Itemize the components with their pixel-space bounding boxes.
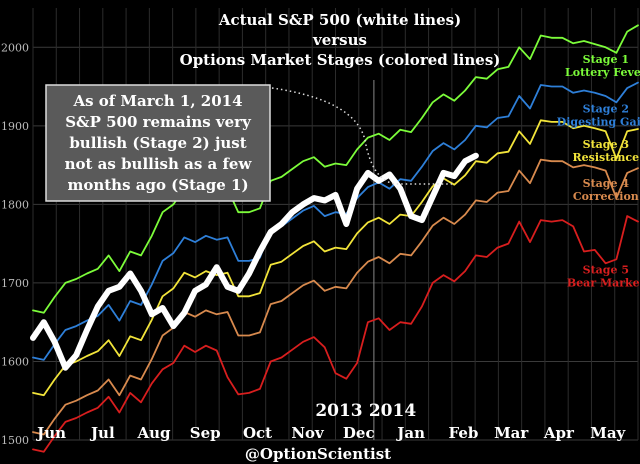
x-tick-label: Sep xyxy=(190,424,221,442)
y-tick-label: 1800 xyxy=(1,198,29,211)
series-label-name: Stage 4 xyxy=(583,177,630,190)
annotation-line-2: S&P 500 remains very xyxy=(65,113,252,131)
x-tick-label: Dec xyxy=(343,424,375,442)
annotation-box: As of March 1, 2014 S&P 500 remains very… xyxy=(45,84,271,202)
x-tick-label: Mar xyxy=(494,424,529,442)
annotation-line-3: bullish (Stage 2) just xyxy=(69,134,246,152)
x-tick-label: Oct xyxy=(243,424,272,442)
y-tick-label: 1700 xyxy=(1,277,29,290)
series-label-sublabel: Digesting Gains xyxy=(557,115,640,128)
series-line-sp500 xyxy=(30,152,479,371)
chart-title-line-3: Options Market Stages (colored lines) xyxy=(180,51,501,69)
series-label-name: Stage 2 xyxy=(583,102,629,115)
year-labels: 2013 2014 xyxy=(315,401,416,421)
watermark: @OptionScientist xyxy=(245,445,391,463)
series-label-name: Stage 1 xyxy=(583,53,629,66)
series-line-stage-1 xyxy=(32,24,639,314)
x-tick-label: Jul xyxy=(89,424,115,442)
y-tick-label: 1500 xyxy=(1,434,29,447)
annotation-pointer xyxy=(271,87,452,185)
x-tick-label: Feb xyxy=(449,424,479,442)
series-label-sublabel: Lottery Fever xyxy=(565,66,640,79)
chart-title-line-1: Actual S&P 500 (white lines) xyxy=(218,11,461,29)
x-tick-label: Apr xyxy=(543,424,575,442)
year-label: 2013 xyxy=(315,401,362,421)
annotation-background xyxy=(45,84,271,202)
y-tick-label: 2000 xyxy=(1,41,29,54)
series-lines xyxy=(30,24,639,453)
series-label-sublabel: Correction xyxy=(573,190,639,203)
x-tick-label: May xyxy=(590,424,626,442)
annotation-line-5: months ago (Stage 1) xyxy=(67,176,248,194)
annotation-line-1: As of March 1, 2014 xyxy=(72,92,242,110)
y-tick-label: 1600 xyxy=(1,355,29,368)
y-tick-label: 1900 xyxy=(1,120,29,133)
chart-title-line-2: versus xyxy=(312,31,367,49)
x-tick-label: Jun xyxy=(35,424,66,442)
year-label: 2014 xyxy=(369,401,416,421)
x-tick-label: Aug xyxy=(136,424,171,442)
x-axis: Jun Jul Aug Sep Oct Nov Dec Jan Feb Mar Apr May xyxy=(35,424,626,442)
series-label-name: Stage 3 xyxy=(583,138,629,151)
chart-title: Actual S&P 500 (white lines) versus Opti… xyxy=(180,11,501,69)
series-label-name: Stage 5 xyxy=(583,263,629,276)
series-line-stage-3 xyxy=(32,119,639,397)
y-axis: 1500 1600 1700 1800 1900 2000 xyxy=(1,41,29,447)
annotation-line-4: not as bullish as a few xyxy=(65,155,253,173)
series-label-sublabel: Bear Market xyxy=(567,276,640,289)
series-line-stage-4 xyxy=(32,158,639,436)
grid xyxy=(32,8,639,441)
series-label-sublabel: Resistance xyxy=(573,151,640,164)
series-line-stage-5 xyxy=(32,215,639,453)
x-tick-label: Nov xyxy=(291,424,325,442)
series-line-stage-2 xyxy=(32,81,639,361)
x-tick-label: Jan xyxy=(395,424,425,442)
